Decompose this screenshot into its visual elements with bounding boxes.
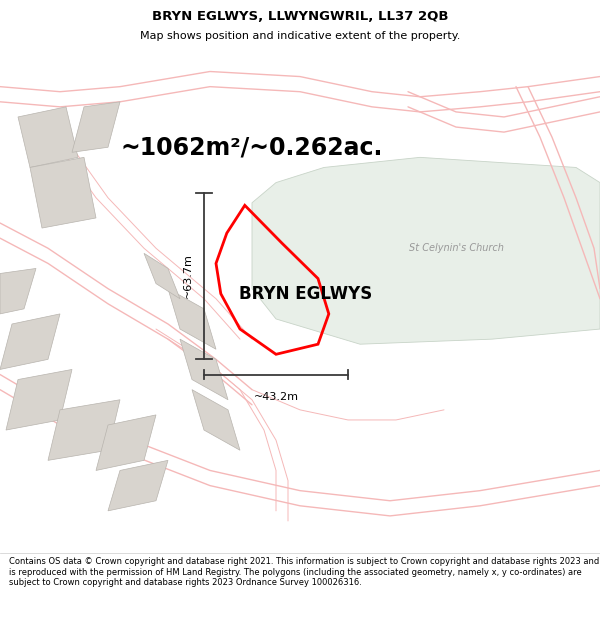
Text: ~63.7m: ~63.7m bbox=[183, 254, 193, 299]
Polygon shape bbox=[192, 389, 240, 450]
Text: ~1062m²/~0.262ac.: ~1062m²/~0.262ac. bbox=[121, 135, 383, 159]
Polygon shape bbox=[0, 314, 60, 369]
Polygon shape bbox=[252, 158, 600, 344]
Text: St Celynin's Church: St Celynin's Church bbox=[409, 243, 503, 253]
Polygon shape bbox=[0, 269, 36, 314]
Polygon shape bbox=[96, 415, 156, 471]
Polygon shape bbox=[144, 253, 180, 299]
Text: BRYN EGLWYS, LLWYNGWRIL, LL37 2QB: BRYN EGLWYS, LLWYNGWRIL, LL37 2QB bbox=[152, 10, 448, 23]
Text: BRYN EGLWYS: BRYN EGLWYS bbox=[239, 285, 373, 302]
Polygon shape bbox=[48, 400, 120, 461]
Polygon shape bbox=[72, 102, 120, 152]
Text: Contains OS data © Crown copyright and database right 2021. This information is : Contains OS data © Crown copyright and d… bbox=[9, 557, 599, 587]
Polygon shape bbox=[18, 107, 78, 168]
Polygon shape bbox=[6, 369, 72, 430]
Polygon shape bbox=[108, 461, 168, 511]
Text: ~43.2m: ~43.2m bbox=[254, 392, 299, 402]
Polygon shape bbox=[30, 158, 96, 228]
Text: Map shows position and indicative extent of the property.: Map shows position and indicative extent… bbox=[140, 31, 460, 41]
Polygon shape bbox=[168, 289, 216, 349]
Polygon shape bbox=[180, 339, 228, 400]
